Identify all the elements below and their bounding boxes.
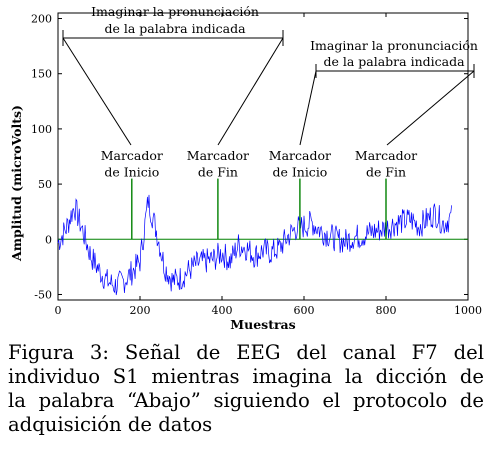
y-tick-label: 50: [38, 178, 52, 191]
y-tick-label: -50: [34, 288, 52, 301]
annotation-2-pointer-end: [386, 70, 475, 146]
eeg-signal-line: [57, 194, 452, 296]
annotation-1-pointer-end: [217, 37, 284, 146]
caption-line-3: la palabra “Abajo” siguiendo el protocol…: [8, 389, 484, 412]
caption-line-4: adquisición de datos: [8, 413, 213, 436]
caption-line-1: Figura 3: Señal de EEG del canal F7 del: [8, 341, 484, 364]
event-marker-label-line2: de Inicio: [104, 164, 159, 179]
event-marker-label-line2: de Fin: [366, 164, 406, 179]
series-layer: [57, 194, 468, 296]
x-tick-label: 600: [294, 304, 315, 317]
event-marker-label-line1: Marcador: [101, 148, 163, 163]
event-marker-label-line1: Marcador: [269, 148, 331, 163]
event-marker-label-line1: Marcador: [355, 148, 417, 163]
event-marker-label-line1: Marcador: [187, 148, 249, 163]
y-tick-label: 200: [31, 13, 52, 26]
caption-line-2: individuo S1 mientras imagina la dicción…: [8, 365, 484, 388]
annotation-2-line1: Imaginar la pronunciación: [310, 38, 478, 53]
plot-frame: [57, 12, 469, 301]
annotation-2-line2: de la palabra indicada: [323, 54, 465, 69]
annotation-layer: Imaginar la pronunciación de la palabra …: [62, 4, 478, 146]
y-tick-label: 100: [31, 123, 52, 136]
annotation-1-pointer-start: [62, 37, 132, 146]
y-tick-label: 150: [31, 68, 52, 81]
y-axis-label: Amplitud (microVolts): [9, 105, 24, 262]
event-marker-label-line2: de Inicio: [272, 164, 327, 179]
figure-caption: Figura 3: Señal de EEG del canal F7 del …: [8, 341, 484, 437]
x-tick-label: 0: [55, 304, 62, 317]
annotation-2-pointer-start: [299, 70, 317, 146]
y-tick-label: 0: [45, 233, 52, 246]
annotation-1-line2: de la palabra indicada: [104, 21, 246, 36]
x-tick-label: 200: [130, 304, 151, 317]
event-marker-label-line2: de Fin: [198, 164, 238, 179]
annotation-1-line1: Imaginar la pronunciación: [91, 4, 259, 19]
x-tick-label: 400: [212, 304, 233, 317]
x-tick-label: 800: [376, 304, 397, 317]
x-tick-label: 1000: [454, 304, 482, 317]
x-axis-label: Muestras: [230, 317, 295, 332]
